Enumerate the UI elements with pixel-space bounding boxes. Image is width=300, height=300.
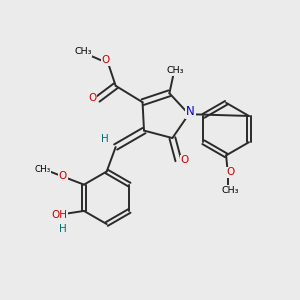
Text: O: O [226,167,234,177]
Text: CH₃: CH₃ [34,165,50,174]
Text: H: H [101,134,109,144]
Text: OH: OH [51,210,67,220]
Text: O: O [181,155,189,166]
Text: CH₃: CH₃ [167,66,184,75]
Text: H: H [59,224,67,234]
Text: CH₃: CH₃ [222,186,239,195]
Text: O: O [102,55,110,65]
Text: O: O [58,171,67,181]
Text: N: N [186,105,195,118]
Text: CH₃: CH₃ [74,47,92,56]
Text: O: O [88,93,97,103]
